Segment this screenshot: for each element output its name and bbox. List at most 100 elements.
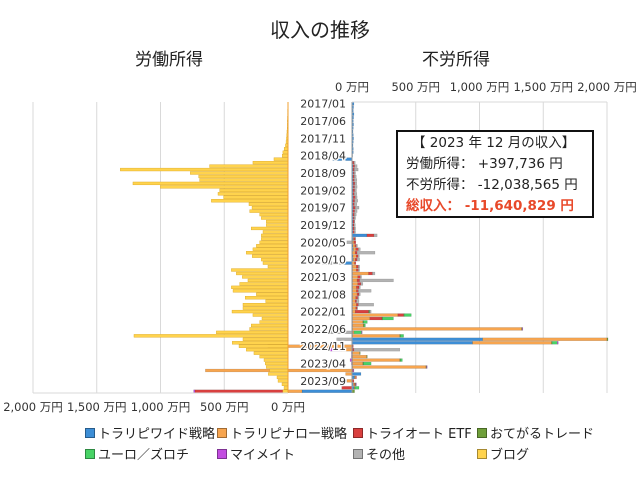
bar-2-26 (352, 192, 355, 196)
bar-2-25 (352, 188, 355, 192)
bar-6-49 (372, 271, 376, 276)
bar-1-45 (353, 257, 356, 262)
bar-7-80 (277, 379, 289, 383)
bar-7-36 (251, 226, 289, 231)
bar-7-49 (236, 271, 289, 276)
bar-7-64 (251, 323, 289, 328)
bar-1-72 (352, 351, 360, 355)
bar-7-23 (132, 181, 289, 186)
bar-7-20 (190, 171, 289, 175)
month-label: 2021/08 (300, 288, 346, 301)
legend-swatch (353, 448, 363, 459)
bar-2-22 (352, 178, 355, 182)
bar-6-50 (360, 275, 362, 279)
bar-2-47 (356, 264, 359, 269)
bar-6-22 (354, 178, 358, 182)
bar-7-57 (265, 299, 289, 303)
bar-2-34 (352, 219, 355, 224)
legend-swatch (85, 427, 95, 438)
bar-1-47 (352, 264, 357, 269)
legend-label: トラリピワイド戦略 (98, 427, 216, 442)
bar-6-59 (356, 306, 358, 310)
bar-6-26 (354, 192, 358, 196)
total-summary: 総収入： -11,640,829 円 (406, 196, 592, 217)
bar-7-24 (160, 185, 289, 189)
nonlabor-income-subtitle: 不労所得 (422, 50, 490, 70)
bar-5-76 (426, 365, 428, 369)
bar-7-62 (261, 316, 289, 321)
bar-6-56 (357, 296, 360, 300)
month-label: 2018/04 (300, 150, 346, 163)
bar-6-24 (354, 185, 358, 189)
left-axis-tick-label: 2,000 万円 (3, 400, 63, 414)
month-label: 2020/10 (300, 254, 346, 267)
bar-4-75 (363, 361, 372, 366)
bar-6-21 (354, 174, 357, 179)
bar-7-70 (238, 344, 289, 348)
bar-2-45 (354, 257, 358, 262)
bar-2-61 (397, 313, 404, 317)
right-axis-tick-label: 2,000 万円 (577, 80, 637, 94)
bar-6-36 (354, 226, 356, 231)
bar-2-52 (357, 282, 362, 286)
bar-7-68 (242, 337, 289, 341)
bar-6-40 (346, 240, 353, 244)
bar-7-35 (266, 223, 289, 227)
month-label: 2019/02 (300, 184, 346, 197)
bar-7-50 (242, 275, 289, 279)
bar-1-80 (346, 379, 353, 383)
bar-7-52 (239, 282, 289, 286)
bar-6-48 (358, 268, 360, 272)
bar-6-51 (359, 278, 394, 283)
bar-7-38 (261, 233, 289, 238)
bar-1-50 (352, 275, 358, 279)
bar-0-68 (351, 337, 483, 341)
bar-7-77 (269, 368, 289, 373)
bar-4-74 (400, 358, 403, 362)
bar-2-28 (352, 199, 355, 203)
bar-1-59 (352, 306, 357, 310)
legend-swatch (477, 448, 487, 459)
bar-0-83 (301, 389, 353, 393)
bar-4-62 (382, 316, 394, 321)
legend-swatch (217, 448, 227, 459)
legend-label: トライオート ETF (366, 427, 472, 442)
nonlabor-label: 不労所得： (406, 177, 474, 193)
bar-2-33 (353, 216, 355, 220)
bar-2-20 (353, 171, 355, 175)
bar-1-58 (352, 303, 357, 307)
bar-1-73 (352, 354, 367, 359)
right-axis-tick-label: 1,500 万円 (513, 80, 573, 94)
bar-7-75 (265, 361, 289, 366)
month-label: 2023/04 (300, 358, 346, 371)
bar-7-48 (231, 268, 289, 272)
bar-1-54 (352, 289, 357, 293)
total-value: -11,640,829 円 (464, 198, 574, 214)
bar-7-46 (262, 261, 289, 265)
bar-4-64 (363, 323, 366, 328)
bar-6-44 (357, 254, 360, 258)
labor-value: +397,736 円 (477, 156, 563, 172)
bar-1-75 (352, 361, 364, 366)
bar-4-82 (354, 386, 360, 390)
bar-5-66 (361, 330, 363, 335)
bar-5-77 (353, 368, 355, 373)
bar-7-65 (249, 327, 289, 331)
bar-1-41 (352, 244, 356, 248)
bar-2-19 (352, 167, 355, 172)
bar-5-81 (355, 382, 357, 386)
bar-2-29 (352, 202, 355, 206)
bar-1-67 (352, 334, 401, 338)
bar-6-35 (353, 223, 356, 227)
bar-4-66 (353, 330, 362, 335)
bar-1-69 (472, 341, 552, 345)
bar-7-30 (251, 206, 289, 210)
bar-1-48 (352, 268, 357, 272)
bar-7-47 (267, 264, 289, 269)
legend-item: おてがるトレード (477, 423, 594, 442)
bar-2-36 (352, 226, 355, 231)
bar-6-42 (358, 247, 361, 251)
right-axis-tick-label: 0 万円 (335, 80, 369, 94)
bar-7-27 (223, 195, 289, 199)
bar-1-51 (352, 278, 358, 283)
